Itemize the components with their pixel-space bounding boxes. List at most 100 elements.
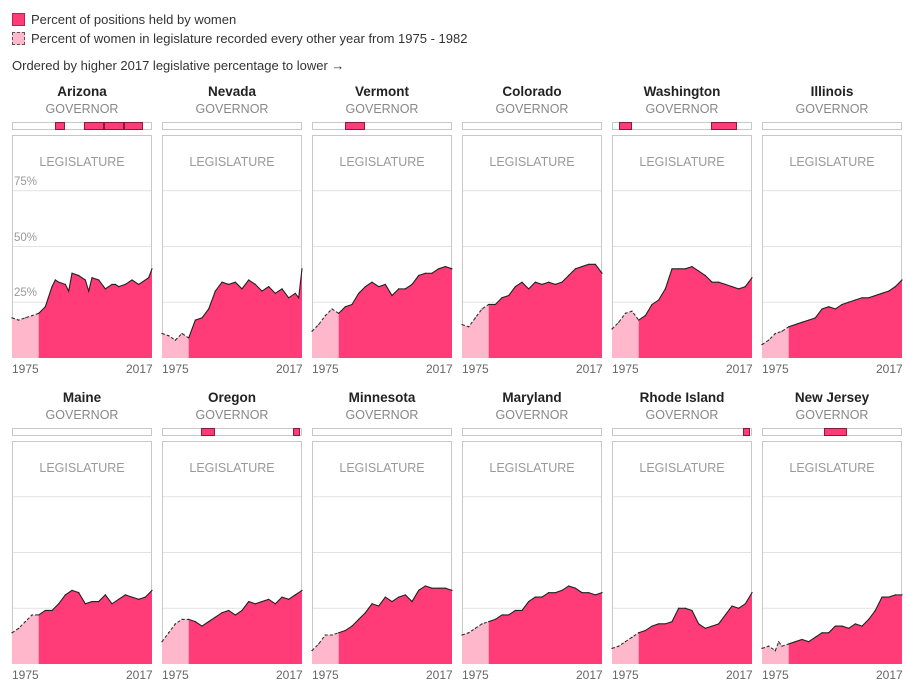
x-tick-start: 1975 xyxy=(612,362,639,376)
data-point xyxy=(521,281,523,283)
data-point xyxy=(698,270,700,272)
governor-label: GOVERNOR xyxy=(795,102,869,116)
governor-term-segment xyxy=(201,428,215,436)
legislature-label: LEGISLATURE xyxy=(39,461,125,475)
data-point xyxy=(848,301,850,303)
data-point xyxy=(274,603,276,605)
data-point xyxy=(181,618,183,621)
governor-term-segment xyxy=(344,122,365,130)
data-point xyxy=(901,279,903,281)
data-point xyxy=(658,299,660,301)
early-area xyxy=(312,632,339,664)
data-point xyxy=(868,297,870,299)
early-area xyxy=(462,304,489,358)
data-point xyxy=(528,288,530,290)
data-point xyxy=(18,627,20,629)
data-point xyxy=(234,281,236,283)
data-point xyxy=(638,632,640,634)
data-point xyxy=(248,279,250,281)
data-point xyxy=(31,315,33,317)
data-point xyxy=(248,600,250,603)
data-point xyxy=(344,629,346,632)
data-point xyxy=(778,641,780,643)
data-point xyxy=(541,596,543,598)
legislature-area xyxy=(638,592,752,664)
data-point xyxy=(281,288,283,290)
data-point xyxy=(138,283,140,286)
x-tick-end: 2017 xyxy=(576,668,603,682)
x-tick-end: 2017 xyxy=(426,362,453,376)
data-point xyxy=(494,618,496,621)
data-point xyxy=(398,596,400,598)
data-point xyxy=(521,609,523,612)
data-point xyxy=(768,645,770,647)
legislature-label: LEGISLATURE xyxy=(789,461,875,475)
data-point xyxy=(814,636,816,638)
legislature-area xyxy=(488,264,602,358)
data-point xyxy=(294,292,296,294)
legislature-area xyxy=(338,585,452,664)
data-point xyxy=(671,621,673,623)
data-point xyxy=(221,281,223,283)
governor-bar-colorado xyxy=(462,122,602,130)
data-point xyxy=(894,286,896,288)
data-point xyxy=(508,294,510,297)
data-point xyxy=(854,623,856,625)
governor-bar-rhode-island xyxy=(612,428,752,436)
x-tick-start: 1975 xyxy=(462,362,489,376)
legend-item-dashed: Percent of women in legislature recorded… xyxy=(12,29,467,48)
legend-solid-label: Percent of positions held by women xyxy=(31,12,237,27)
data-point xyxy=(651,625,653,627)
state-name-oregon: Oregon xyxy=(207,390,256,405)
x-tick-end: 2017 xyxy=(126,668,153,682)
data-point xyxy=(44,306,46,308)
legislature-label: LEGISLATURE xyxy=(189,155,275,169)
governor-label: GOVERNOR xyxy=(45,102,119,116)
data-point xyxy=(98,600,100,603)
state-name-washington: Washington xyxy=(643,84,721,99)
data-point xyxy=(311,650,313,652)
data-point xyxy=(451,268,453,270)
legislature-line xyxy=(338,585,453,634)
data-point xyxy=(854,299,856,301)
early-area xyxy=(12,614,39,664)
data-point xyxy=(38,312,40,314)
data-point xyxy=(588,263,590,265)
governor-term-segment xyxy=(618,122,632,130)
y-tick-label: 25% xyxy=(14,287,38,300)
data-point xyxy=(418,589,420,592)
data-point xyxy=(378,605,380,607)
data-point xyxy=(488,621,490,623)
state-name-new-jersey: New Jersey xyxy=(794,390,870,405)
data-point xyxy=(881,292,883,294)
governor-term-segment xyxy=(824,428,848,436)
x-tick-end: 2017 xyxy=(276,362,303,376)
data-point xyxy=(268,286,270,288)
legislature-line xyxy=(38,589,153,616)
data-point xyxy=(888,290,890,292)
data-point xyxy=(84,279,86,281)
data-point xyxy=(731,286,733,288)
data-point xyxy=(651,303,653,306)
data-point xyxy=(481,308,483,310)
data-point xyxy=(194,621,196,623)
early-area xyxy=(762,326,789,358)
data-point xyxy=(894,594,896,596)
data-point xyxy=(138,598,140,600)
early-area xyxy=(12,313,39,358)
data-point xyxy=(594,263,596,265)
data-point xyxy=(261,290,263,292)
data-point xyxy=(744,603,746,605)
data-point xyxy=(801,321,803,323)
data-point xyxy=(274,292,276,294)
data-point xyxy=(58,281,60,283)
early-area xyxy=(162,333,189,358)
data-point xyxy=(644,315,646,317)
legend: Percent of positions held by women Perce… xyxy=(12,10,467,48)
data-point xyxy=(631,310,633,312)
data-point xyxy=(901,594,903,596)
data-point xyxy=(64,594,66,596)
governor-label: GOVERNOR xyxy=(795,408,869,422)
